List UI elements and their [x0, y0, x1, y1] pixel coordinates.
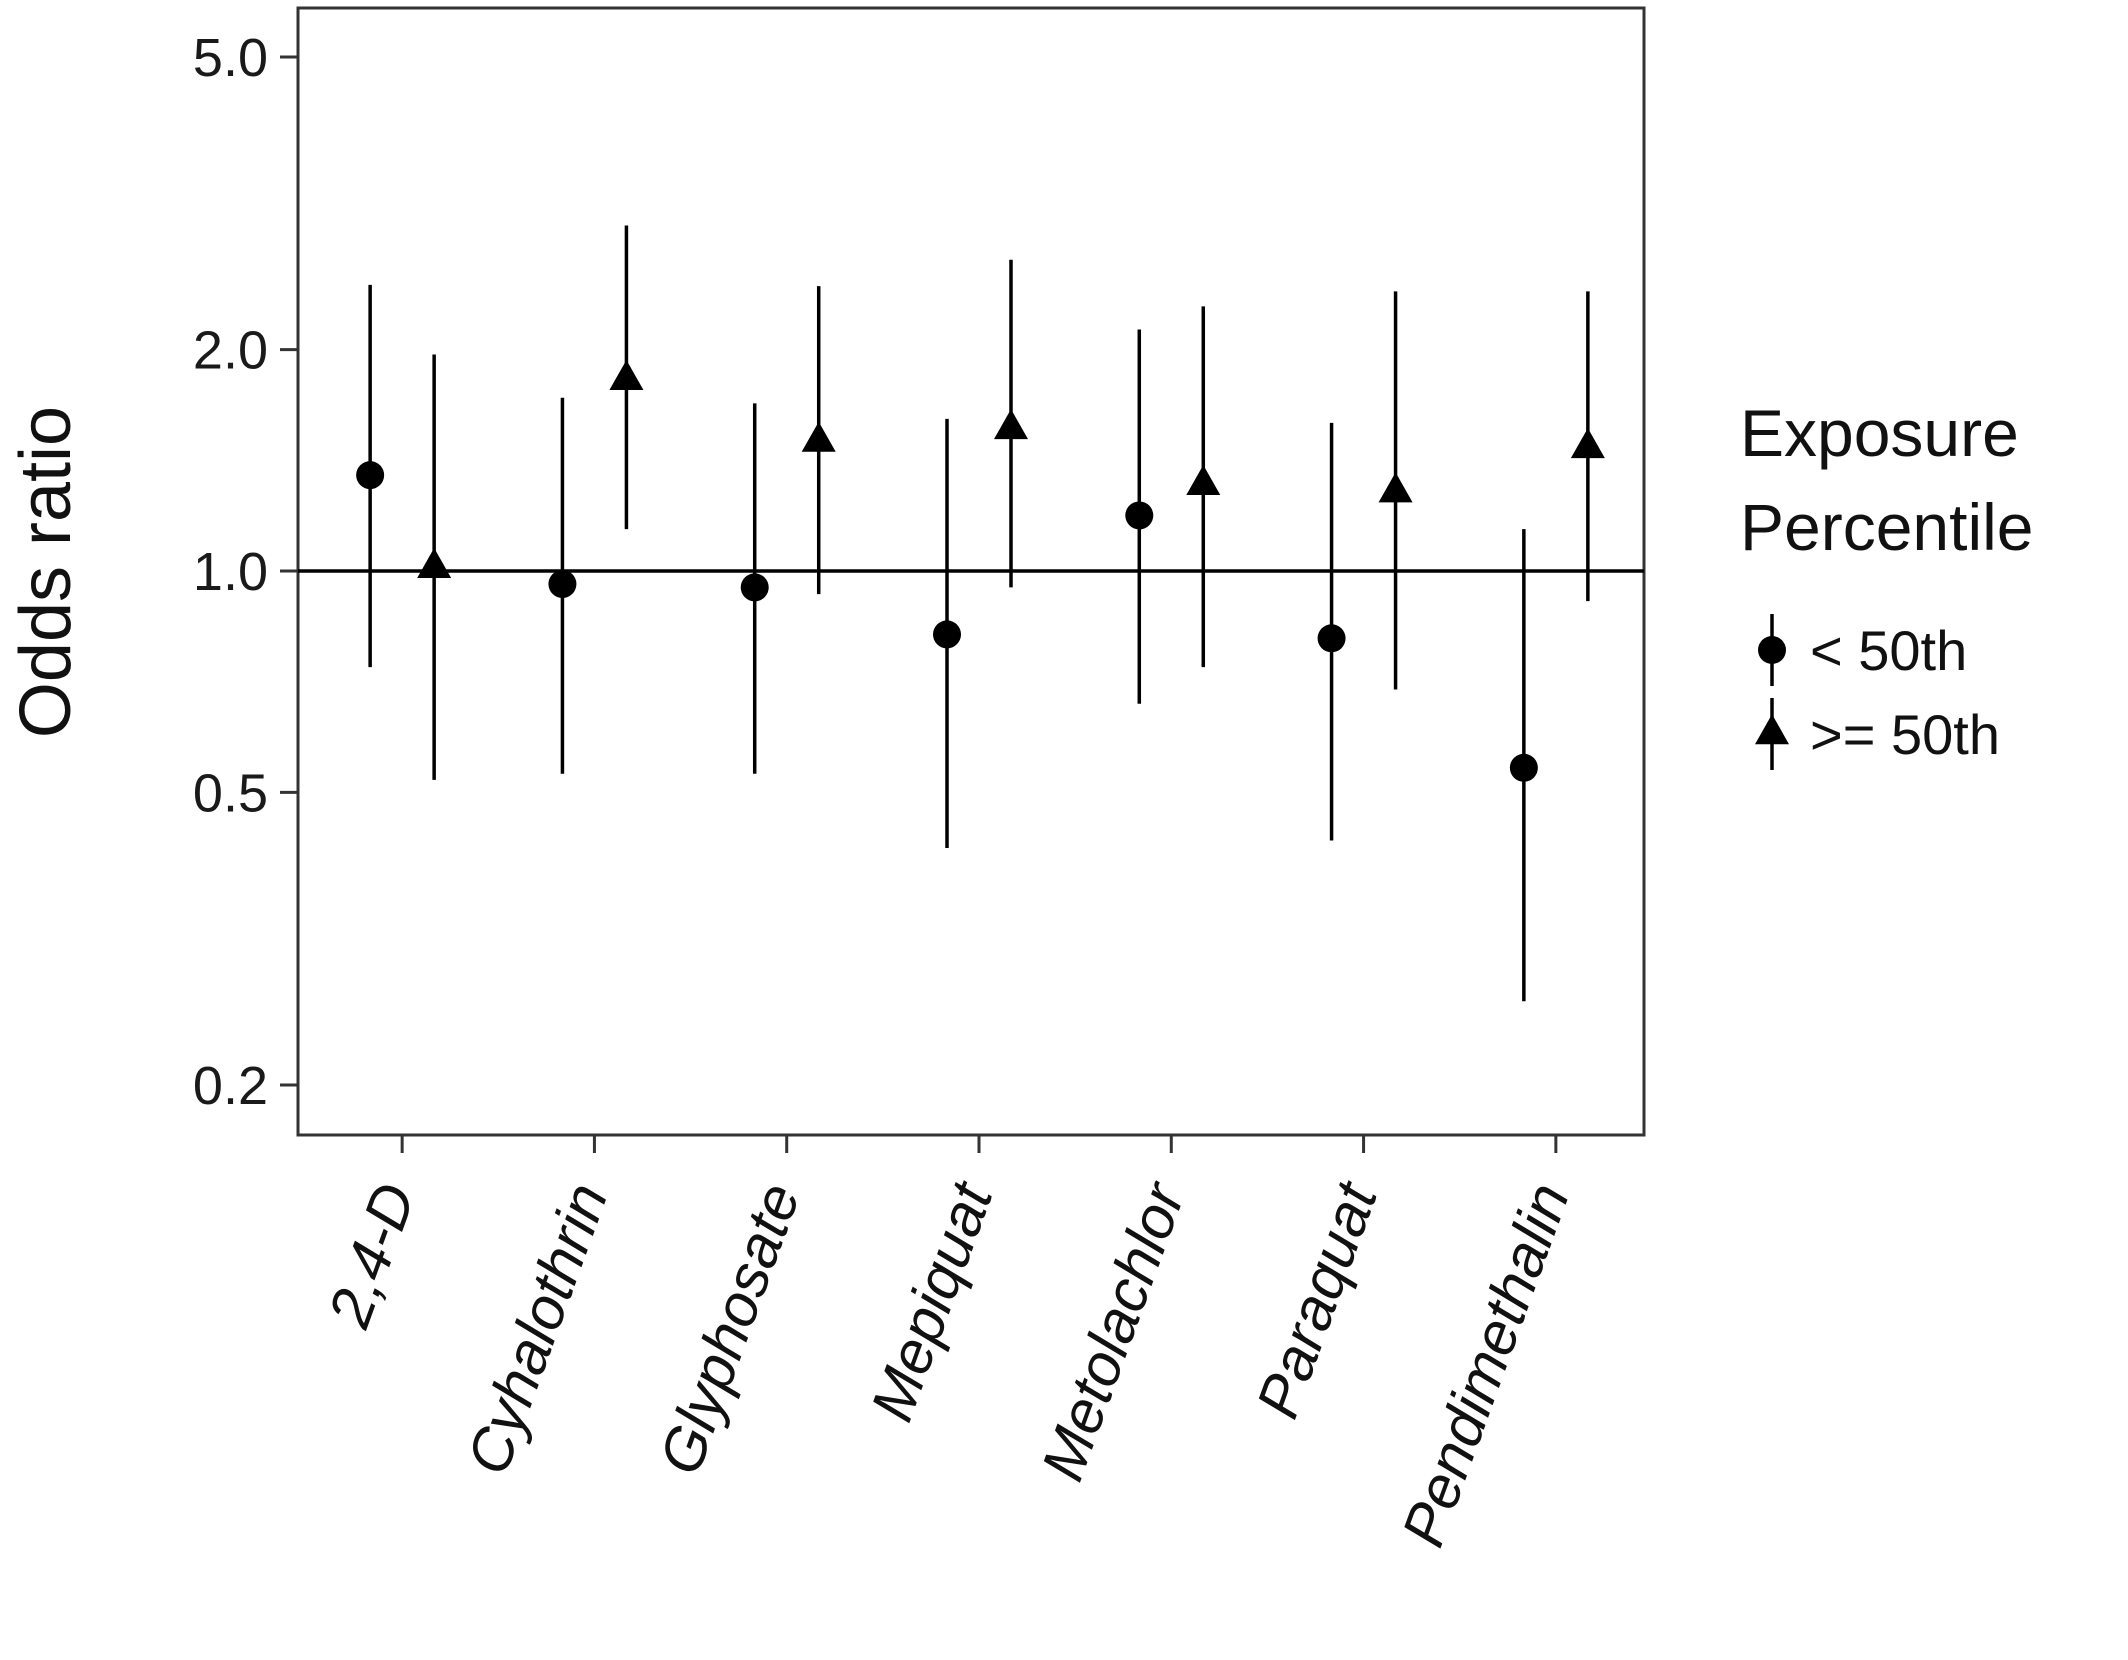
legend-key-marker-0	[1758, 636, 1786, 664]
x-axis: 2,4-D Cyhalothrin Glyphosate Mepiquat Metola…	[315, 1135, 1582, 1555]
x-category-label-3: Mepiquat	[858, 1172, 1006, 1429]
point-s1-1	[609, 359, 644, 390]
point-s0-2	[740, 573, 769, 602]
point-s1-3	[994, 409, 1028, 440]
legend-label-0: < 50th	[1810, 619, 1967, 682]
point-s0-5	[1317, 624, 1346, 653]
x-category-label-0: 2,4-D	[315, 1175, 428, 1337]
y-tick-label-4: 5.0	[193, 28, 268, 88]
y-tick-label-2: 1.0	[193, 542, 268, 602]
legend-key-marker-1	[1755, 714, 1789, 745]
y-axis-title: Odds ratio	[6, 406, 86, 738]
point-s0-1	[548, 570, 577, 599]
data-marks	[356, 225, 1605, 1002]
point-s1-6	[1570, 428, 1605, 459]
x-category-label-6: Pendimethalin	[1389, 1175, 1582, 1555]
x-category-label-1: Cyhalothrin	[454, 1175, 621, 1483]
y-axis: 0.2 0.5 1.0 2.0 5.0	[193, 28, 298, 1116]
x-category-label-2: Glyphosate	[646, 1175, 813, 1483]
point-s1-5	[1378, 472, 1413, 503]
point-s1-0	[417, 548, 452, 579]
point-s1-2	[801, 421, 836, 452]
legend: Exposure Percentile < 50th >= 50th	[1740, 396, 2034, 770]
point-s0-3	[933, 620, 961, 649]
legend-title-line-2: Percentile	[1740, 490, 2034, 564]
y-tick-label-0: 0.2	[193, 1056, 268, 1116]
legend-title-line-1: Exposure	[1740, 396, 2019, 470]
point-s0-6	[1509, 753, 1538, 782]
point-s1-4	[1186, 464, 1221, 495]
point-s0-4	[1125, 501, 1154, 530]
point-s0-0	[356, 461, 385, 490]
y-tick-label-1: 0.5	[193, 763, 268, 823]
x-category-label-5: Paraquat	[1244, 1172, 1391, 1426]
y-tick-label-3: 2.0	[193, 321, 268, 381]
legend-label-1: >= 50th	[1810, 703, 2000, 766]
x-category-label-4: Metolachlor	[1028, 1173, 1198, 1489]
